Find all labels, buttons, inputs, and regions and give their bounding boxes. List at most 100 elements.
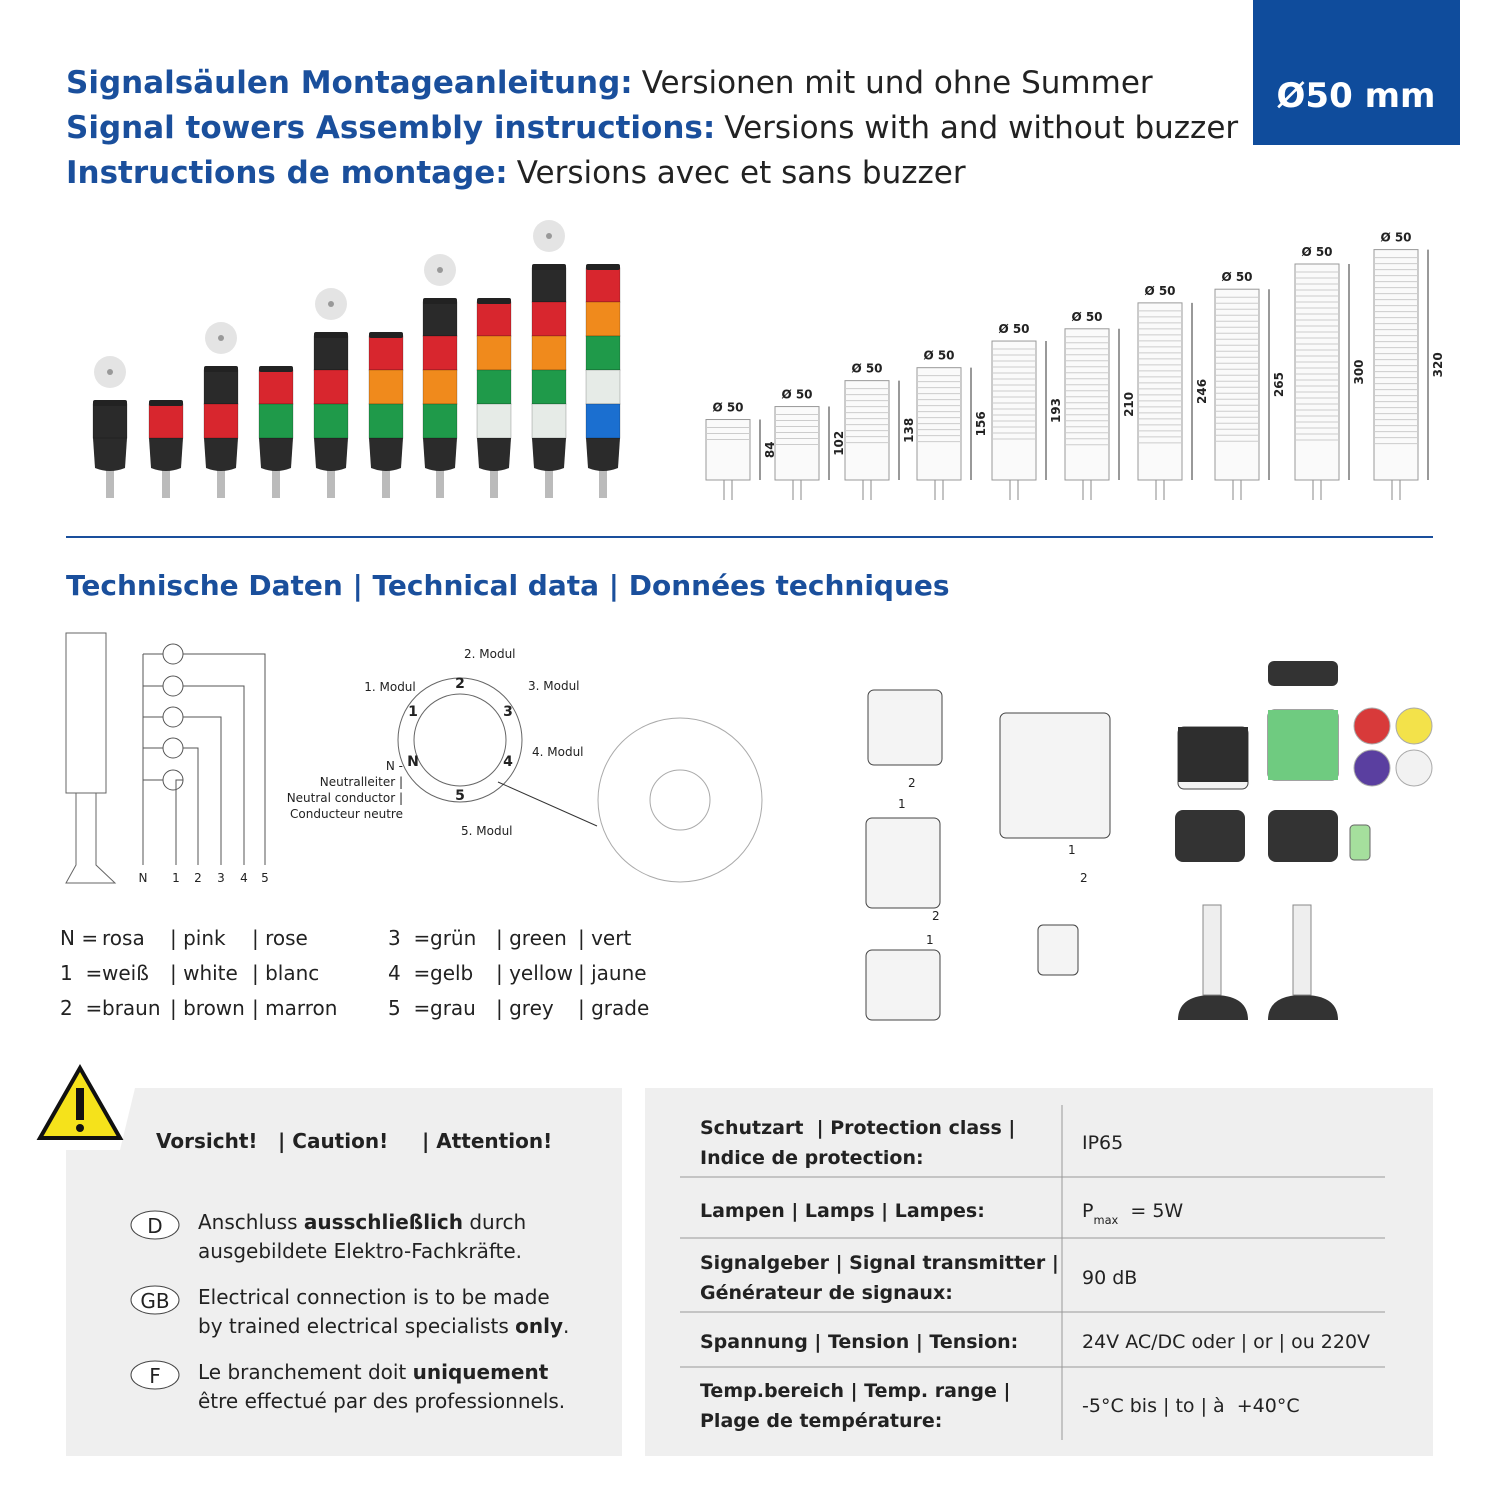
spec-value: 24V AC/DC oder | or | ou 220V <box>1082 1331 1370 1353</box>
height-label: 138 <box>902 418 916 443</box>
caution-heading: | Attention! <box>422 1129 552 1153</box>
tower-module <box>476 403 512 439</box>
diameter-label: Ø 50 <box>1301 245 1332 259</box>
buzzer-dot <box>546 233 552 239</box>
color-code-de: grau <box>430 996 476 1020</box>
module-green <box>1268 710 1338 780</box>
text-segment: -5°C bis | to | à +40°C <box>1082 1395 1300 1417</box>
tower-cap <box>259 366 293 372</box>
tower-cap <box>314 332 348 338</box>
module-label: 4. Modul <box>532 745 584 759</box>
ring-number: 3 <box>503 704 513 720</box>
title-normal: Versions with and without buzzer <box>724 110 1238 146</box>
tower-base <box>369 438 403 471</box>
module-label: 5. Modul <box>461 824 513 838</box>
tower-module <box>203 369 239 405</box>
tower-module <box>368 403 404 439</box>
color-code-de: grün <box>430 926 476 950</box>
color-code-fr: | rose <box>252 926 308 950</box>
spec-label: Schutzart | Protection class | <box>700 1117 1015 1139</box>
pole-part <box>1292 904 1312 996</box>
buzzer-dot <box>107 369 113 375</box>
module-dark <box>1178 727 1248 782</box>
tower-module <box>531 335 567 371</box>
ring-inner <box>413 693 507 787</box>
diameter-label: Ø 50 <box>923 349 954 363</box>
tower-module <box>531 301 567 337</box>
ring-number: 5 <box>455 788 465 804</box>
caution-text: Le branchement doit uniquement <box>198 1360 549 1384</box>
spec-label: Signalgeber | Signal transmitter | <box>700 1252 1059 1274</box>
spec-label: Plage de température: <box>700 1410 942 1432</box>
text-segment: by trained electrical specialists <box>198 1314 515 1338</box>
tower-base <box>314 438 348 471</box>
code-badge <box>130 1210 180 1240</box>
color-code-key: 1 = <box>60 961 102 985</box>
color-cap <box>1353 749 1391 787</box>
assembly-label: 1 <box>926 933 934 947</box>
tower-base <box>204 438 238 471</box>
tower-module <box>476 369 512 405</box>
module-label: 2. Modul <box>464 647 516 661</box>
color-code-fr: | marron <box>252 996 337 1020</box>
pole <box>106 470 114 498</box>
height-label: 320 <box>1431 352 1445 377</box>
tower-module <box>258 369 294 405</box>
caution-box <box>66 1088 622 1456</box>
assembly-label: 1 <box>1068 843 1076 857</box>
tower-module <box>531 369 567 405</box>
diameter-label: Ø 50 <box>1071 310 1102 324</box>
height-label: 84 <box>763 441 777 458</box>
text-segment: Le branchement doit <box>198 1360 413 1384</box>
caution-text: ausgebildete Elektro-Fachkräfte. <box>198 1239 522 1263</box>
text-segment: 90 dB <box>1082 1267 1137 1289</box>
color-code-fr: | vert <box>578 926 631 950</box>
text-segment: P <box>1082 1200 1093 1222</box>
text-segment: Electrical connection is to be made <box>198 1285 550 1309</box>
height-label: 102 <box>832 431 846 456</box>
tower-module <box>531 403 567 439</box>
diameter-label: Ø 50 <box>851 362 882 376</box>
lamp <box>162 643 184 665</box>
lamp <box>162 706 184 728</box>
spec-label: Lampen | Lamps | Lampes: <box>700 1200 985 1222</box>
color-code-fr: | jaune <box>578 961 647 985</box>
foot <box>1178 995 1248 1020</box>
tower-cap <box>423 298 457 304</box>
color-code-de: braun <box>102 996 161 1020</box>
spec-value: 90 dB <box>1082 1267 1137 1289</box>
part <box>865 817 941 909</box>
tower-module <box>585 335 621 371</box>
tower-base <box>477 438 511 471</box>
tower-module <box>531 267 567 303</box>
caution-heading: | Caution! <box>278 1129 388 1153</box>
code: D <box>147 1214 162 1238</box>
tower-base <box>259 438 293 471</box>
color-code-de: rosa <box>102 926 145 950</box>
neutral-label: Conducteur neutre <box>290 807 403 821</box>
tower-base <box>532 438 566 471</box>
spec-label: Temp.bereich | Temp. range | <box>700 1380 1010 1402</box>
height-label: 156 <box>974 411 988 436</box>
color-code-en: | grey <box>496 996 554 1020</box>
spec-label: Spannung | Tension | Tension: <box>700 1331 1018 1353</box>
pole <box>327 470 335 498</box>
section-title: Technische Daten | Technical data | Donn… <box>66 569 950 602</box>
tower-module <box>422 369 458 405</box>
tower-cap <box>369 332 403 338</box>
text-segment: 24V AC/DC oder | or | ou 220V <box>1082 1331 1370 1353</box>
caution-text: être effectué par des professionnels. <box>198 1389 565 1413</box>
color-code-en: | yellow <box>496 961 573 985</box>
pole <box>162 470 170 498</box>
caution-heading: Vorsicht! <box>156 1129 258 1153</box>
pole <box>545 470 553 498</box>
diameter-label: Ø 50 <box>781 388 812 402</box>
text-segment: Anschluss <box>198 1210 304 1234</box>
tower-outline <box>1137 302 1183 481</box>
tower-outline <box>1214 288 1260 481</box>
assembly-label: 2 <box>908 776 916 790</box>
assembly-label: 2 <box>1080 871 1088 885</box>
color-code-fr: | blanc <box>252 961 319 985</box>
bulb <box>1349 824 1371 861</box>
warning-mark <box>76 1088 84 1120</box>
